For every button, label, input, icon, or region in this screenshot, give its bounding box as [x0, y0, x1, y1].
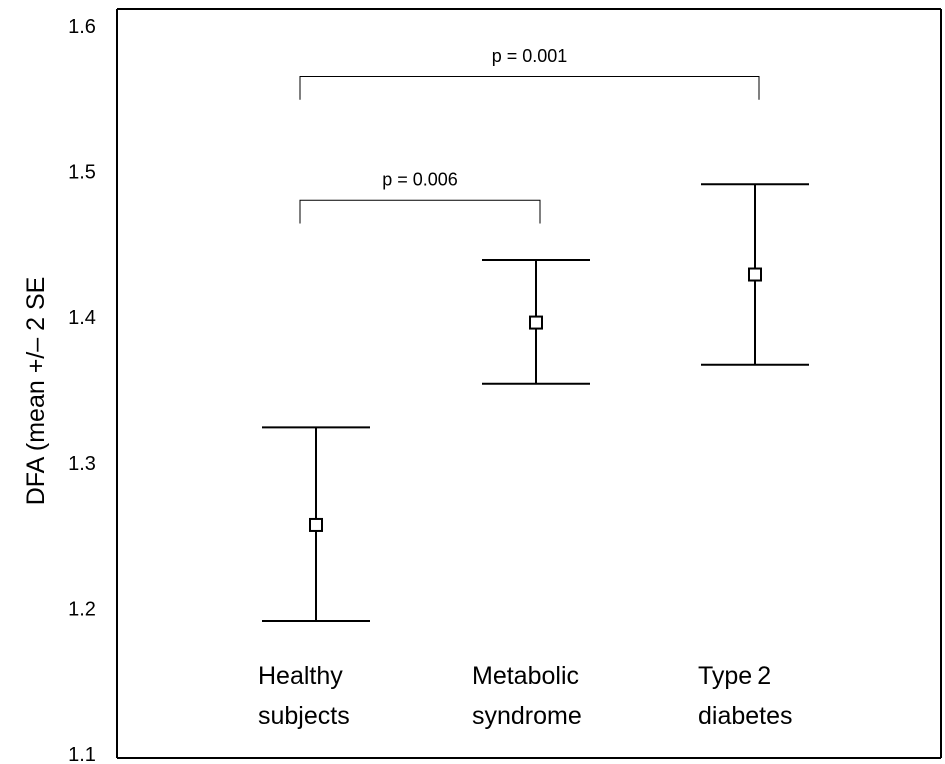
category-label-line1: Type 2: [698, 662, 771, 690]
y-axis-ticks: 1.1 1.2 1.3 1.4 1.5 1.6: [68, 16, 96, 764]
y-tick-label: 1.3: [68, 453, 96, 475]
mean-marker: [529, 315, 543, 330]
error-bar-series: [262, 183, 809, 623]
y-tick-label: 1.2: [68, 598, 96, 620]
bracket-line: [299, 199, 541, 224]
category-label-line2: syndrome: [472, 702, 582, 730]
category-labels: Healthy subjects Metabolic syndrome Type 2 di…: [258, 662, 793, 730]
y-tick-label: 1.5: [68, 162, 96, 184]
category-label-line1: Metabolic: [472, 662, 579, 690]
category-label-line2: subjects: [258, 702, 350, 730]
p-value-label: p = 0.006: [382, 170, 458, 190]
significance-bracket: p = 0.001: [299, 46, 760, 100]
y-axis-title: DFA (mean +/– 2 SE: [22, 277, 50, 506]
significance-annotations: p = 0.006 p = 0.001: [299, 46, 760, 224]
error-bar-group: [482, 258, 590, 385]
p-value-label: p = 0.001: [492, 46, 568, 66]
plot-frame: [116, 8, 942, 759]
category-label-line2: diabetes: [698, 702, 793, 730]
mean-marker: [748, 267, 762, 282]
y-tick-label: 1.4: [68, 307, 96, 329]
y-tick-label: 1.1: [68, 744, 96, 764]
bracket-line: [299, 76, 760, 100]
category-label-line1: Healthy: [258, 662, 343, 690]
error-bar-group: [262, 426, 370, 623]
significance-bracket: p = 0.006: [299, 170, 541, 224]
error-bar-group: [701, 183, 809, 366]
y-tick-label: 1.6: [68, 16, 96, 38]
mean-marker: [309, 517, 323, 532]
